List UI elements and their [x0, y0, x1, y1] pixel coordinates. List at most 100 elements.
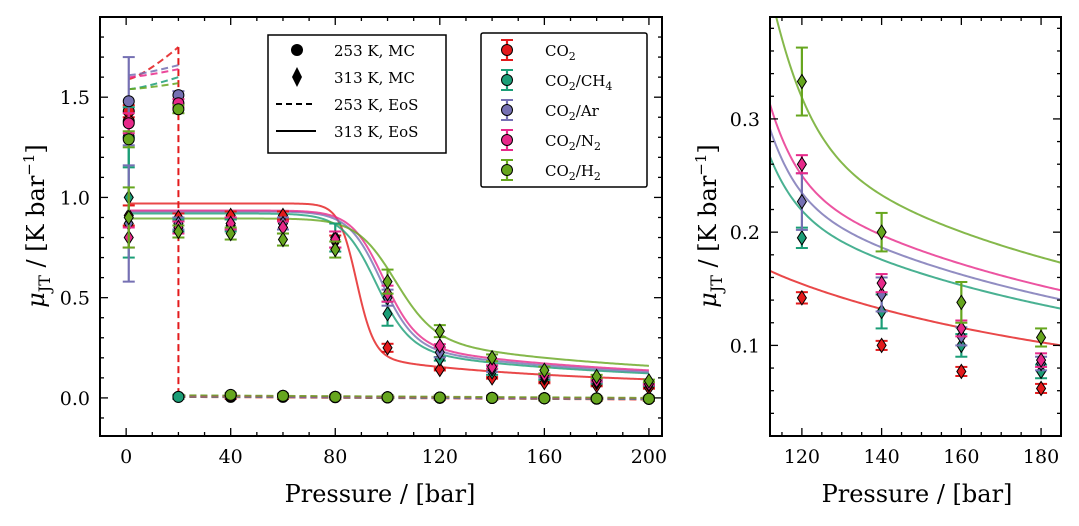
mc-313-point — [123, 209, 134, 226]
inset-point — [876, 337, 887, 354]
legend-system-sub: 2 — [569, 80, 576, 93]
legend-system-tail: /CH — [576, 72, 606, 90]
legend-system-label: CO2/N2 — [545, 132, 601, 153]
inset-eos-313-line — [770, 269, 1061, 347]
main-panel: 0 40 80 120 160 200 0.0 0.5 1.0 1.5 — [60, 16, 667, 468]
inset-x-tick-label: 120 — [784, 446, 820, 468]
legend-253-eos: 253 K, EoS — [334, 96, 418, 114]
legend-system-label: CO2/Ar — [545, 102, 600, 123]
legend-circle-marker — [291, 44, 303, 56]
mc-313-point — [382, 273, 393, 290]
mc-313-point — [277, 231, 289, 248]
legend-253-mc: 253 K, MC — [334, 42, 415, 60]
mc-313-point — [382, 339, 393, 356]
legend-system-label: CO2/CH4 — [545, 72, 612, 93]
mc-313-point — [539, 362, 550, 379]
legend-system-sub: 2 — [569, 170, 576, 183]
main-y-tick-label: 0.0 — [60, 388, 90, 410]
legend-system-tail: /H — [576, 162, 594, 180]
mc-313-point — [434, 337, 445, 354]
inset-x-tick-label: 140 — [863, 446, 899, 468]
eos-253-line — [128, 46, 180, 81]
main-x-tick-label: 0 — [120, 446, 132, 468]
markers-co2-h2 — [122, 103, 655, 405]
mc-253-point — [122, 117, 135, 130]
y-label-sub: JT — [35, 275, 54, 294]
inset-y-tick-label: 0.3 — [730, 109, 760, 131]
inset-eos-313-line — [770, 128, 1061, 301]
legend-system-sub2: 2 — [594, 170, 601, 183]
mc-313-point — [382, 305, 393, 322]
inset-point — [876, 275, 887, 292]
inset-y-label-sub: JT — [707, 275, 726, 294]
mc-253-point — [122, 95, 135, 108]
inset-y-axis-label: μJT / [K bar−1] — [692, 144, 726, 308]
eos-253-line — [128, 82, 179, 91]
legend-system-marker — [501, 104, 513, 116]
mc-313-point — [173, 223, 184, 240]
mc-253-point — [172, 390, 185, 403]
mc-253-point — [538, 392, 551, 405]
inset-y-tick-label: 0.1 — [730, 335, 760, 357]
mc-253-point — [433, 391, 446, 404]
mc-313-point — [330, 241, 341, 258]
inset-x-tick-label: 180 — [1023, 446, 1059, 468]
legend-style: 253 K, MC 313 K, MC 253 K, EoS 313 K, Eo… — [267, 34, 447, 154]
mc-313-point — [225, 225, 236, 242]
main-x-tick-label: 40 — [219, 446, 243, 468]
inset-point — [956, 363, 967, 380]
mc-253-point — [122, 133, 135, 146]
main-y-axis-label: μJT / [K bar−1] — [20, 144, 54, 308]
main-y-tick-label: 1.0 — [60, 187, 90, 209]
mc-253-point — [276, 389, 289, 402]
inset-y-label-rest: / [K bar — [694, 175, 722, 275]
inset-eos-313-line — [770, 103, 1061, 292]
inset-point — [1035, 352, 1047, 369]
eos-313-line — [128, 202, 649, 381]
legend-system-marker — [501, 134, 513, 146]
inset-point — [796, 73, 807, 90]
mc-313-point — [486, 349, 498, 366]
main-plot-area — [122, 46, 655, 405]
inset-panel: 120 140 160 180 0.1 0.2 0.3 — [730, 16, 1062, 468]
inset-point — [1035, 380, 1047, 397]
inset-point — [876, 224, 887, 241]
inset-point — [796, 156, 807, 173]
inset-y-label-close: ] — [694, 144, 722, 153]
legend-system-base: CO — [545, 42, 569, 60]
main-x-tick-label: 160 — [526, 446, 562, 468]
inset-point — [796, 229, 807, 246]
legend-system-base: CO — [545, 72, 569, 90]
main-x-tick-label: 200 — [631, 446, 667, 468]
inset-point — [796, 289, 807, 306]
mc-313-point — [486, 358, 498, 375]
legend-system-tail: /Ar — [576, 102, 600, 120]
mc-253-point — [381, 391, 394, 404]
mc-313-point — [434, 361, 445, 378]
inset-y-tick-label: 0.2 — [730, 222, 760, 244]
legend-systems-frame — [480, 32, 648, 188]
legend-system-label: CO2 — [545, 42, 576, 63]
legend-system-label: CO2/H2 — [545, 162, 601, 183]
inset-eos-313-line — [770, 156, 1061, 310]
eos-253-line — [128, 64, 179, 77]
inset-x-tick-label: 160 — [943, 446, 979, 468]
legend-system-sub: 2 — [569, 140, 576, 153]
inset-point — [956, 294, 967, 311]
inset-point — [956, 320, 967, 337]
main-x-axis-label: Pressure / [bar] — [285, 480, 476, 508]
mc-253-point — [224, 388, 237, 401]
mc-253-point — [329, 390, 342, 403]
main-y-tick-label: 1.5 — [60, 87, 90, 109]
main-y-tick-label: 0.5 — [60, 288, 90, 310]
mc-253-point — [486, 391, 499, 404]
mc-253-point — [590, 392, 603, 405]
legend-system-tail: /N — [576, 132, 594, 150]
legend-313-eos: 313 K, EoS — [334, 123, 418, 141]
legend-system-sub2: 2 — [594, 140, 601, 153]
eos-253-line — [128, 76, 179, 91]
legend-diamond-marker — [292, 67, 302, 87]
inset-x-axis-label: Pressure / [bar] — [822, 480, 1013, 508]
